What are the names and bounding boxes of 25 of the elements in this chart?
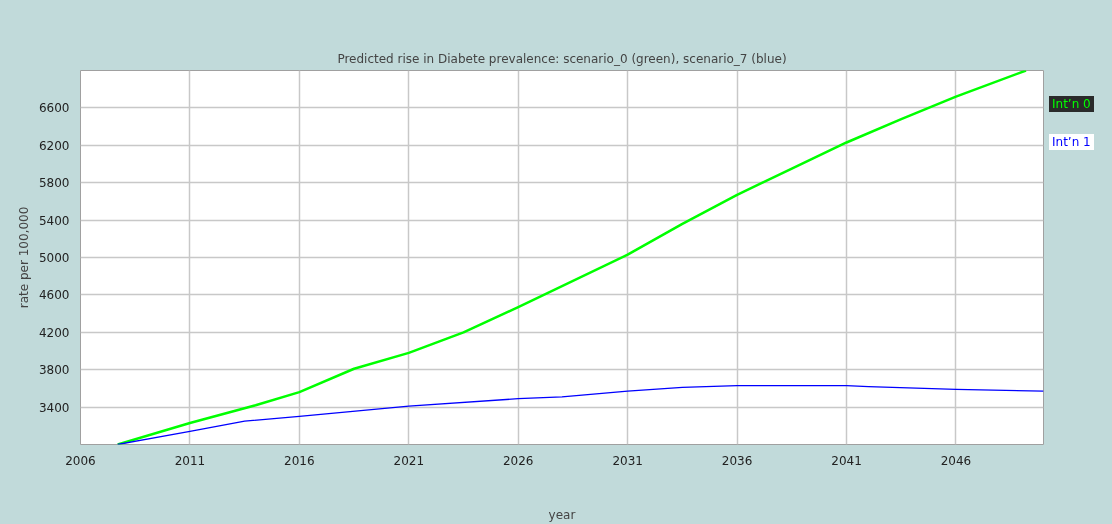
y-tick-label: 5400 <box>38 213 70 228</box>
y-tick-label: 3800 <box>38 363 70 378</box>
x-tick-label: 2036 <box>721 453 753 468</box>
text: Int’n 0 <box>1049 96 1094 112</box>
y-axis-title: rate per 100,000 <box>16 206 31 309</box>
x-tick-label: 2016 <box>284 453 315 468</box>
x-tick-label: 2021 <box>393 453 425 468</box>
x-tick-label: 2006 <box>65 453 96 468</box>
y-tick-label: 5000 <box>38 251 70 265</box>
y-tick-label: 6200 <box>38 138 70 153</box>
x-tick-label: 2046 <box>940 453 972 468</box>
line-series <box>117 384 1044 445</box>
text: Int’n 1 <box>1049 134 1094 150</box>
x-axis-title: year <box>548 507 576 522</box>
y-tick-label: 3400 <box>38 400 70 415</box>
y-tick-label: 4600 <box>38 288 70 303</box>
chart-title: Predicted rise in Diabete prevalence: scenario_0 (green), scenario_7 (blue) <box>337 51 787 66</box>
x-tick-label: 2031 <box>612 453 643 468</box>
y-tick-label: 6600 <box>38 101 70 116</box>
x-tick-label: 2011 <box>174 453 206 468</box>
x-tick-label: 2041 <box>831 453 862 468</box>
line-series <box>116 70 1028 445</box>
y-tick-label: 5800 <box>38 176 70 191</box>
y-tick-label: 4200 <box>38 325 70 340</box>
x-tick-label: 2026 <box>502 453 534 468</box>
